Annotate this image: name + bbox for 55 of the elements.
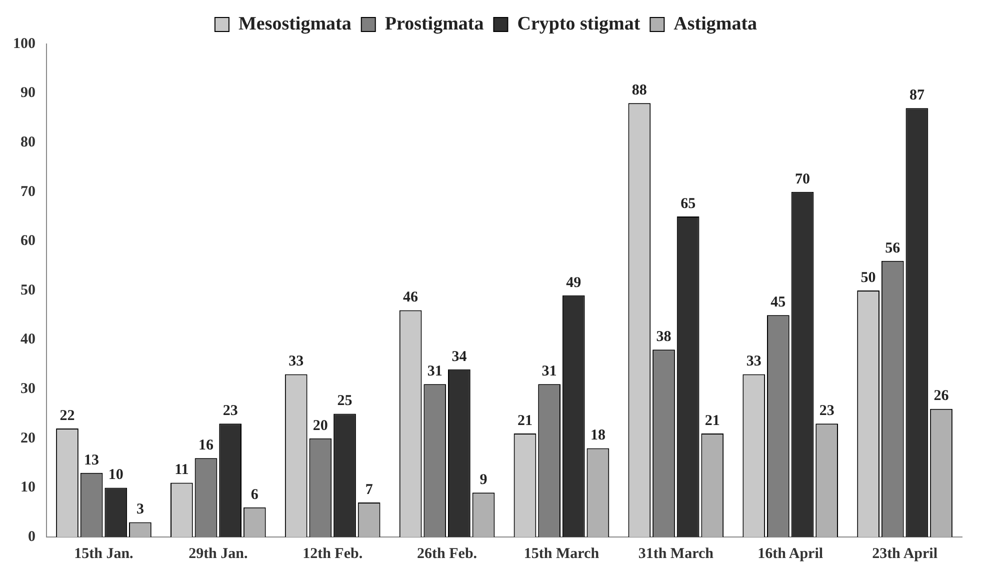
data-label: 46 bbox=[403, 290, 419, 306]
data-label: 87 bbox=[909, 87, 925, 104]
legend-label: Prostigmata bbox=[384, 13, 484, 34]
data-label: 70 bbox=[795, 171, 810, 188]
data-label: 21 bbox=[704, 412, 720, 429]
x-tick-label: 31th March bbox=[638, 546, 714, 562]
data-label: 49 bbox=[566, 274, 582, 291]
y-tick-label: 30 bbox=[20, 380, 36, 397]
data-label: 33 bbox=[288, 354, 304, 370]
x-tick-label: 23th April bbox=[872, 546, 938, 562]
y-tick-label: 10 bbox=[20, 480, 36, 496]
data-label: 20 bbox=[312, 418, 328, 434]
x-tick-label: 26th Feb. bbox=[417, 546, 478, 562]
data-label: 31 bbox=[427, 364, 442, 380]
data-label: 18 bbox=[590, 428, 606, 444]
y-tick-label: 70 bbox=[20, 184, 36, 200]
y-tick-label: 20 bbox=[20, 430, 36, 446]
y-tick-label: 60 bbox=[20, 233, 36, 250]
data-label: 23 bbox=[819, 402, 834, 419]
data-label: 38 bbox=[656, 329, 672, 346]
y-tick-label: 50 bbox=[20, 282, 36, 298]
data-label: 23 bbox=[222, 402, 238, 419]
data-label: 25 bbox=[337, 393, 352, 410]
data-label: 65 bbox=[680, 196, 696, 212]
data-label: 33 bbox=[746, 354, 762, 370]
data-label: 10 bbox=[108, 467, 124, 484]
x-tick-label: 16th April bbox=[758, 546, 824, 562]
data-label: 34 bbox=[452, 348, 468, 365]
data-label: 13 bbox=[84, 452, 100, 468]
x-tick-label: 15th Jan. bbox=[74, 546, 134, 562]
data-label: 16 bbox=[198, 437, 214, 454]
data-label: 9 bbox=[480, 472, 488, 488]
x-tick-label: 15th March bbox=[524, 546, 600, 562]
data-label: 31 bbox=[542, 364, 557, 380]
data-label: 88 bbox=[632, 82, 647, 99]
data-label: 3 bbox=[136, 502, 144, 518]
data-label: 56 bbox=[885, 240, 901, 256]
data-label: 21 bbox=[517, 412, 532, 429]
legend-label: Crypto stigmat bbox=[517, 13, 641, 34]
legend-label: Astigmata bbox=[674, 13, 758, 34]
data-label: 11 bbox=[174, 462, 189, 478]
data-label: 6 bbox=[250, 486, 259, 503]
x-tick-label: 12th Feb. bbox=[302, 546, 363, 562]
y-tick-label: 0 bbox=[28, 528, 36, 545]
y-tick-label: 90 bbox=[20, 85, 36, 102]
data-label: 50 bbox=[860, 270, 876, 286]
legend-label: Mesostigmata bbox=[238, 13, 352, 34]
data-label: 7 bbox=[365, 482, 374, 498]
data-label: 22 bbox=[60, 408, 75, 424]
data-label: 45 bbox=[770, 294, 786, 311]
y-tick-label: 80 bbox=[20, 134, 36, 150]
y-tick-label: 40 bbox=[20, 332, 36, 348]
y-tick-label: 100 bbox=[13, 36, 36, 52]
data-label: 26 bbox=[934, 388, 950, 404]
x-tick-label: 29th Jan. bbox=[188, 546, 248, 562]
